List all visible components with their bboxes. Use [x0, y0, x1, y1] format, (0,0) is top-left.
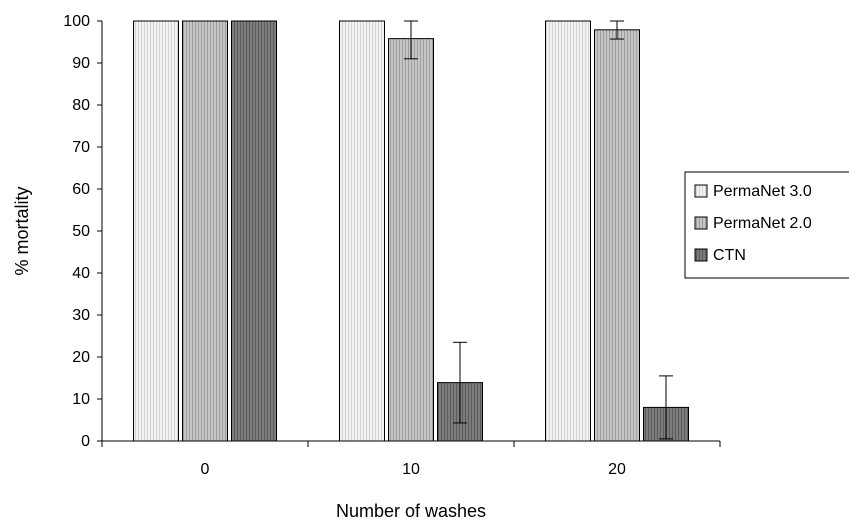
y-tick-label: 100: [63, 13, 90, 30]
x-axis-title: Number of washes: [336, 501, 486, 521]
bar-permanet-2-0-20: [594, 29, 640, 442]
legend-label: CTN: [713, 247, 746, 264]
y-tick-label: 70: [72, 139, 90, 156]
y-tick-label: 80: [72, 97, 90, 114]
y-tick-label: 90: [72, 55, 90, 72]
bar-permanet-2-0-0: [182, 20, 228, 442]
bars: [133, 20, 689, 442]
bar-permanet-3-0-20: [545, 20, 591, 442]
legend-label: PermaNet 2.0: [713, 215, 812, 232]
axis-labels: 0 10 20 30 40 50 60 70 80 90 100 0 10 20 Number of was…: [12, 13, 626, 521]
legend-box: [684, 171, 849, 279]
x-tick-label: 20: [608, 461, 626, 478]
y-tick-label: 20: [72, 349, 90, 366]
x-tick-label: 10: [402, 461, 420, 478]
y-tick-label: 30: [72, 307, 90, 324]
y-tick-label: 0: [81, 433, 90, 450]
legend-swatch: [694, 184, 708, 198]
y-tick-label: 50: [72, 223, 90, 240]
bar-permanet-3-0-10: [339, 20, 385, 442]
y-tick-label: 40: [72, 265, 90, 282]
legend-swatch: [694, 248, 708, 262]
bar-permanet-2-0-10: [388, 38, 434, 442]
y-tick-label: 60: [72, 181, 90, 198]
legend: PermaNet 3.0 PermaNet 2.0 CTN: [684, 171, 849, 279]
bar-permanet-3-0-0: [133, 20, 179, 442]
error-bars: [404, 20, 673, 440]
y-tick-label: 10: [72, 391, 90, 408]
bar-ctn-0: [231, 20, 277, 442]
x-tick-label: 0: [201, 461, 210, 478]
y-axis-title: % mortality: [12, 186, 32, 275]
legend-label: PermaNet 3.0: [713, 183, 812, 200]
legend-swatch: [694, 216, 708, 230]
